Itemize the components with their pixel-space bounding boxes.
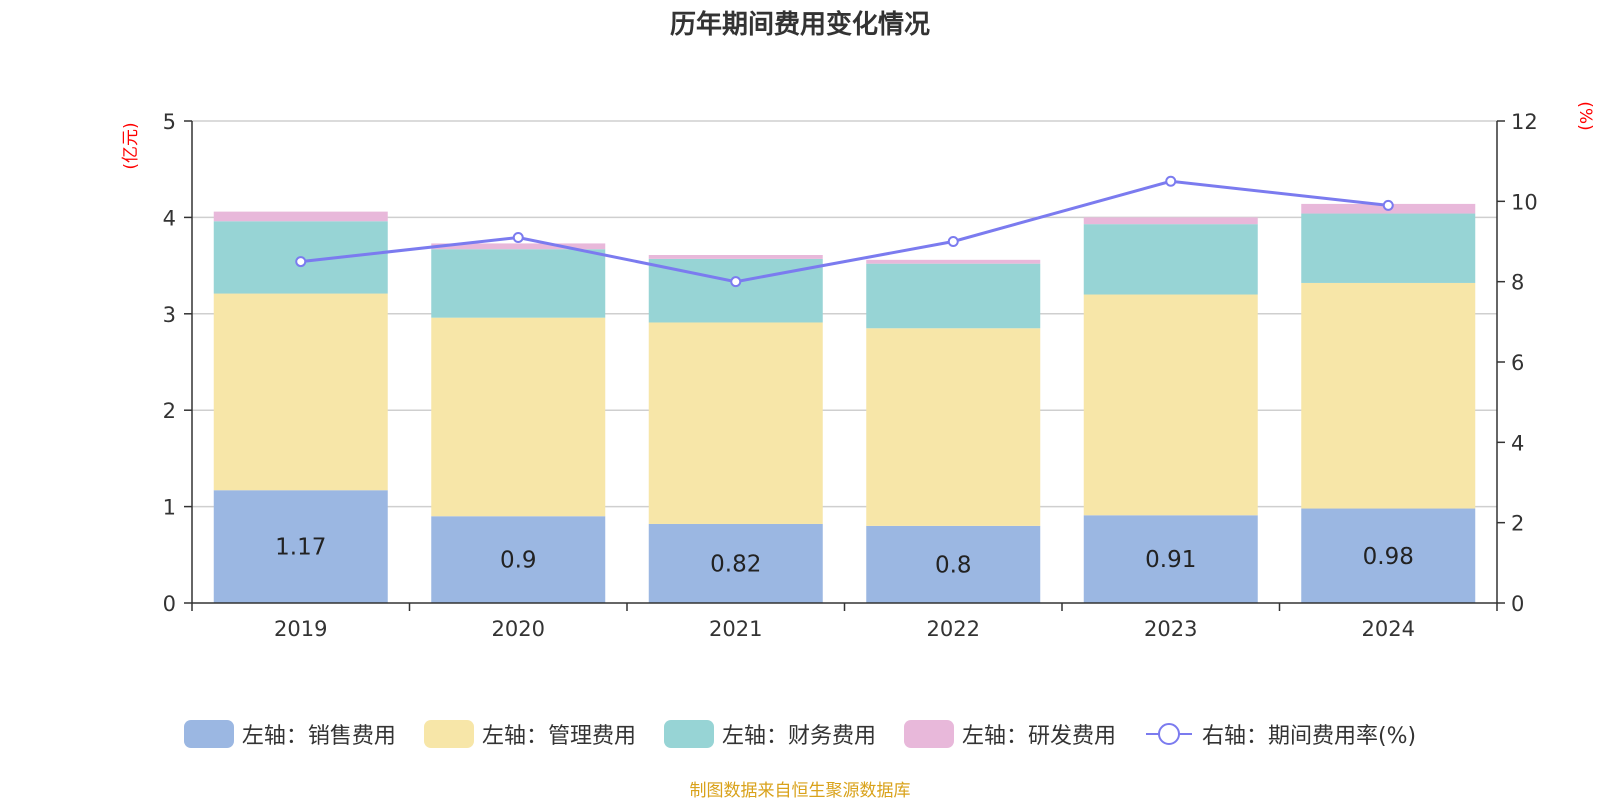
rate-point-2019 bbox=[295, 256, 307, 268]
bar-series bbox=[213, 203, 1476, 603]
bar-左轴：财务费用-2023 bbox=[1083, 224, 1258, 295]
bar-左轴：研发费用-2021 bbox=[648, 254, 823, 259]
right-axis-tick-label: 2 bbox=[1511, 512, 1524, 536]
left-axis-tick-label: 2 bbox=[163, 399, 176, 423]
legend-line-marker-icon bbox=[1145, 723, 1192, 745]
legend-swatch bbox=[663, 720, 714, 748]
legend-item[interactable]: 左轴：研发费用 bbox=[903, 718, 1116, 750]
bar-value-label: 0.8 bbox=[935, 552, 972, 578]
right-axis-tick-label: 0 bbox=[1511, 592, 1524, 616]
bar-左轴：管理费用-2024 bbox=[1301, 282, 1476, 509]
bar-左轴：销售费用-2023 bbox=[1083, 515, 1258, 603]
legend-item[interactable]: 右轴：期间费用率(%) bbox=[1144, 718, 1416, 750]
data-labels: 1.17 0.9 0.82 0.8 0.91 0.98 bbox=[275, 535, 1414, 579]
legend: 左轴：销售费用 左轴：管理费用 左轴：财务费用 左轴：研发费用 右轴：期间费用率(%) bbox=[0, 718, 1600, 750]
bar-左轴：销售费用-2021 bbox=[648, 523, 823, 603]
right-axis-tick-label: 10 bbox=[1511, 190, 1538, 214]
bar-左轴：财务费用-2020 bbox=[431, 249, 606, 318]
bar-左轴：财务费用-2024 bbox=[1301, 213, 1476, 283]
bar-左轴：管理费用-2019 bbox=[213, 293, 388, 491]
rate-point-2021 bbox=[730, 276, 742, 288]
legend-item[interactable]: 左轴：管理费用 bbox=[423, 718, 636, 750]
bar-value-label: 0.9 bbox=[500, 548, 537, 574]
left-axis-tick-label: 0 bbox=[163, 592, 176, 616]
chart-title: 历年期间费用变化情况 bbox=[669, 10, 930, 40]
bar-左轴：销售费用-2019 bbox=[213, 490, 388, 603]
right-axis-tick-label: 4 bbox=[1511, 431, 1524, 455]
bar-左轴：销售费用-2024 bbox=[1301, 508, 1476, 603]
right-axis-unit: (%) bbox=[1575, 101, 1595, 130]
rate-point-2022 bbox=[947, 236, 959, 247]
bar-左轴：销售费用-2020 bbox=[431, 516, 606, 603]
legend-label: 左轴：销售费用 bbox=[241, 724, 396, 749]
bar-左轴：研发费用-2019 bbox=[213, 211, 388, 222]
left-axis-unit: (亿元) bbox=[121, 122, 141, 169]
bar-value-label: 0.82 bbox=[710, 551, 761, 577]
legend-swatch bbox=[183, 720, 234, 748]
bar-左轴：销售费用-2022 bbox=[866, 525, 1041, 603]
x-axis-tick-label: 2021 bbox=[709, 617, 762, 641]
bar-左轴：研发费用-2023 bbox=[1083, 217, 1258, 225]
bar-左轴：管理费用-2022 bbox=[866, 328, 1041, 526]
legend-label: 左轴：财务费用 bbox=[721, 724, 876, 749]
legend-swatch bbox=[903, 720, 954, 748]
x-axis-tick-label: 2019 bbox=[274, 617, 327, 641]
right-axis-tick-label: 8 bbox=[1511, 271, 1524, 295]
x-axis-tick-label: 2023 bbox=[1144, 617, 1197, 641]
x-axis-tick-label: 2020 bbox=[492, 617, 545, 641]
right-axis-tick-label: 6 bbox=[1511, 351, 1524, 375]
legend-item[interactable]: 左轴：财务费用 bbox=[663, 718, 876, 750]
legend-label: 右轴：期间费用率(%) bbox=[1201, 724, 1417, 749]
rate-point-2023 bbox=[1165, 175, 1177, 187]
legend-item[interactable]: 左轴：销售费用 bbox=[183, 718, 396, 750]
line-series bbox=[295, 175, 1394, 288]
bar-左轴：管理费用-2023 bbox=[1083, 294, 1258, 516]
left-axis-tick-label: 3 bbox=[163, 303, 176, 327]
bar-左轴：管理费用-2020 bbox=[431, 317, 606, 517]
bar-左轴：财务费用-2022 bbox=[866, 263, 1041, 329]
grid-lines bbox=[192, 120, 1497, 508]
bar-左轴：研发费用-2020 bbox=[431, 243, 606, 250]
right-axis-tick-label: 12 bbox=[1511, 110, 1538, 134]
x-axis-tick-label: 2022 bbox=[927, 617, 980, 641]
source-note: 制图数据来自恒生聚源数据库 bbox=[689, 781, 911, 801]
rate-point-2024 bbox=[1382, 199, 1394, 211]
left-axis-tick-label: 5 bbox=[163, 110, 176, 134]
left-axis-tick-label: 4 bbox=[163, 206, 176, 230]
bar-value-label: 0.98 bbox=[1363, 544, 1414, 570]
bar-左轴：管理费用-2021 bbox=[648, 322, 823, 524]
x-axis-tick-label: 2024 bbox=[1362, 617, 1415, 641]
rate-point-2020 bbox=[512, 231, 524, 243]
legend-swatch bbox=[423, 720, 474, 748]
bar-左轴：研发费用-2022 bbox=[866, 259, 1041, 264]
legend-label: 左轴：研发费用 bbox=[961, 724, 1116, 749]
left-axis-tick-label: 1 bbox=[163, 496, 176, 520]
rate-line bbox=[300, 179, 1389, 284]
bar-value-label: 0.91 bbox=[1145, 547, 1196, 573]
bar-value-label: 1.17 bbox=[275, 535, 326, 561]
legend-label: 左轴：管理费用 bbox=[481, 724, 636, 749]
